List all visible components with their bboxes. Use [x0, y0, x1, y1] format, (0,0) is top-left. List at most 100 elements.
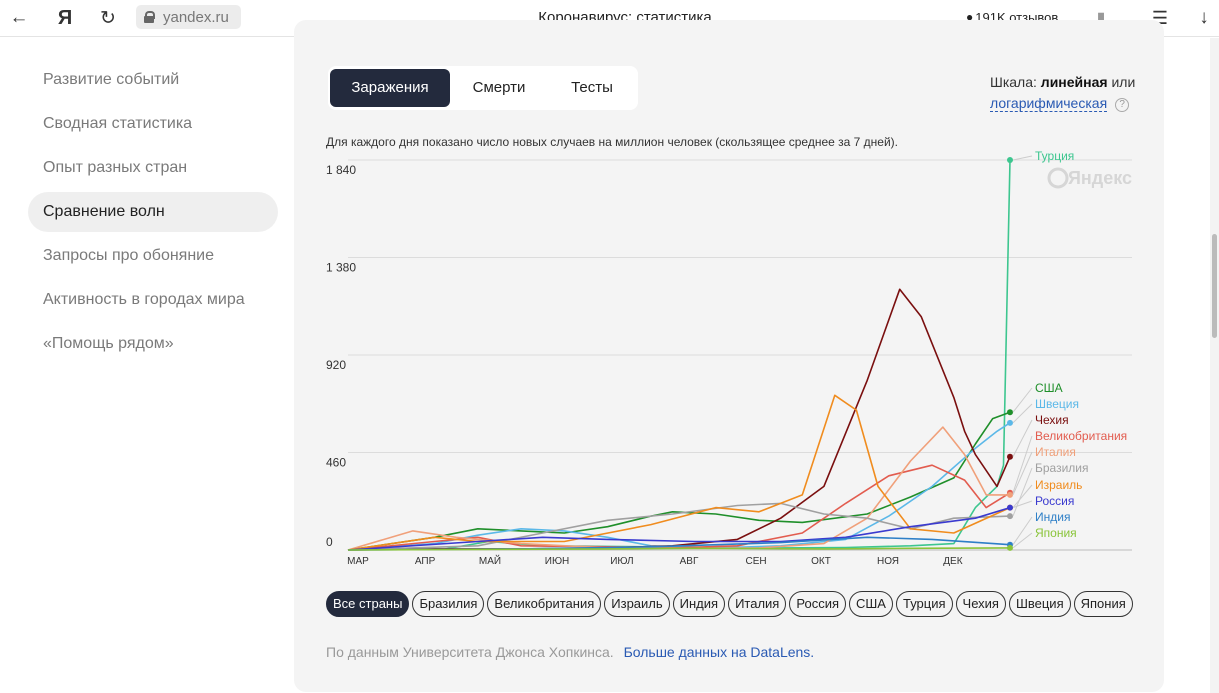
country-button-usa[interactable]: США [849, 591, 893, 617]
series-end-point [1007, 419, 1013, 426]
infections-chart: 0 460 920 1 380 1 840 МАР АПР МАЙ ИЮН ИЮЛ АВГ СЕН ОК… [326, 150, 1132, 567]
series-label: Турция [1035, 150, 1074, 163]
series-label: Бразилия [1035, 461, 1089, 475]
page-scrollbar[interactable] [1210, 38, 1219, 693]
country-button-sweden[interactable]: Швеция [1008, 591, 1071, 617]
series-label: Швеция [1035, 397, 1079, 411]
series-line [347, 464, 1011, 551]
x-tick-label: ИЮН [545, 556, 570, 567]
tab-tests[interactable]: Тесты [571, 79, 613, 96]
series-end-point [1007, 513, 1013, 520]
scale-switch: Шкала: линейная или логарифмическая? [990, 72, 1135, 114]
x-tick-label: МАЙ [479, 554, 501, 567]
sidebar-item-cities[interactable]: Активность в городах мира [43, 291, 245, 308]
scale-prefix: Шкала: [990, 74, 1037, 90]
source-note: По данным Университета Джонса Хопкинса. … [326, 644, 814, 660]
help-icon[interactable]: ? [1115, 98, 1130, 112]
sidebar-item-help[interactable]: «Помощь рядом» [43, 335, 174, 352]
x-tick-label: ДЕК [943, 556, 962, 567]
tab-deaths[interactable]: Смерти [472, 79, 526, 96]
series-label: Италия [1035, 445, 1076, 459]
x-tick-label: МАР [347, 556, 369, 567]
country-button-brazil[interactable]: Бразилия [412, 591, 485, 617]
series-line [347, 288, 1011, 551]
x-tick-label: АПР [415, 556, 436, 567]
country-button-all[interactable]: Все страны [326, 591, 410, 617]
series-label: Великобритания [1035, 429, 1127, 443]
reload-icon[interactable]: ↻ [100, 7, 116, 29]
x-tick-label: НОЯ [877, 556, 899, 567]
series-label: Израиль [1035, 478, 1082, 492]
country-filter: Все страны Бразилия Великобритания Израи… [326, 591, 1133, 617]
series-label-leader [1012, 403, 1033, 424]
series-label-leader [1012, 451, 1033, 496]
series-line [347, 506, 1011, 551]
x-tick-label: СЕН [746, 556, 767, 567]
country-button-uk[interactable]: Великобритания [487, 591, 602, 617]
sidebar-item-events[interactable]: Развитие событий [43, 71, 180, 88]
country-button-israel[interactable]: Израиль [604, 591, 670, 617]
series-label-leader [1012, 500, 1033, 509]
source-text: По данным Университета Джонса Хопкинса. [326, 644, 614, 660]
x-tick-label: ОКТ [811, 556, 831, 567]
download-icon[interactable]: ↓ [1199, 7, 1209, 28]
series-line [347, 547, 1011, 551]
y-tick-label: 1 840 [326, 163, 356, 177]
sidebar-item-waves[interactable]: Сравнение волн [28, 192, 278, 232]
series-label-leader [1012, 419, 1033, 457]
chart-card [294, 20, 1164, 692]
sidebar-item-smell[interactable]: Запросы про обоняние [43, 247, 215, 264]
chat-bubble-icon: ● [966, 10, 974, 24]
country-button-russia[interactable]: Россия [789, 591, 846, 617]
y-tick-label: 1 380 [326, 261, 356, 275]
series-label-leader [1012, 435, 1033, 493]
series-end-point [1007, 544, 1013, 551]
url-text: yandex.ru [163, 8, 229, 26]
arrow-left-icon[interactable]: ← [9, 7, 29, 28]
series-label: Индия [1035, 510, 1070, 524]
bookmark-icon[interactable]: ▮ [1096, 10, 1106, 27]
series-label: Россия [1035, 494, 1074, 508]
series-label: Чехия [1035, 413, 1069, 427]
series-line [347, 426, 1010, 551]
x-tick-label: АВГ [680, 556, 699, 567]
yandex-logo-icon[interactable]: Я [57, 6, 73, 29]
series-end-point [1007, 157, 1013, 163]
country-button-india[interactable]: Индия [672, 591, 726, 617]
country-button-italy[interactable]: Италия [728, 591, 787, 617]
yandex-watermark: Яндекс [1068, 168, 1132, 188]
lock-icon [144, 11, 155, 23]
country-button-turkey[interactable]: Турция [895, 591, 953, 617]
series-label-leader [1012, 484, 1033, 508]
y-tick-label: 0 [326, 535, 333, 549]
scrollbar-thumb[interactable] [1212, 234, 1217, 338]
sidebar-item-summary[interactable]: Сводная статистика [43, 115, 193, 132]
series-end-point [1007, 491, 1013, 498]
yandex-watermark-logo [1047, 167, 1069, 189]
datalens-link[interactable]: Больше данных на DataLens. [623, 644, 815, 660]
scale-log-link[interactable]: логарифмическая [990, 95, 1108, 112]
series-label-leader [1012, 516, 1033, 545]
series-end-point [1007, 504, 1013, 511]
series-label-leader [1012, 467, 1033, 517]
scale-linear[interactable]: линейная [1040, 74, 1108, 90]
metric-tabs: Заражения Смерти Тесты [328, 66, 638, 110]
series-label-leader [1012, 387, 1033, 413]
y-tick-label: 920 [326, 358, 346, 372]
series-end-point [1007, 409, 1013, 416]
series-label: Япония [1035, 526, 1077, 540]
series-label: США [1035, 381, 1063, 395]
y-tick-label: 460 [326, 456, 346, 470]
country-button-czechia[interactable]: Чехия [955, 591, 1006, 617]
series-line [347, 422, 1011, 551]
series-label-leader [1012, 155, 1033, 161]
sidebar-item-countries[interactable]: Опыт разных стран [43, 159, 188, 176]
scale-or: или [1111, 74, 1136, 90]
chart-note: Для каждого дня показано число новых слу… [326, 135, 898, 149]
series-line [347, 502, 1011, 551]
url-bar[interactable]: yandex.ru [136, 5, 241, 29]
tab-infections[interactable]: Заражения [330, 69, 450, 107]
country-button-japan[interactable]: Япония [1073, 591, 1133, 617]
series-label-leader [1012, 532, 1033, 549]
series-line [347, 394, 1011, 551]
